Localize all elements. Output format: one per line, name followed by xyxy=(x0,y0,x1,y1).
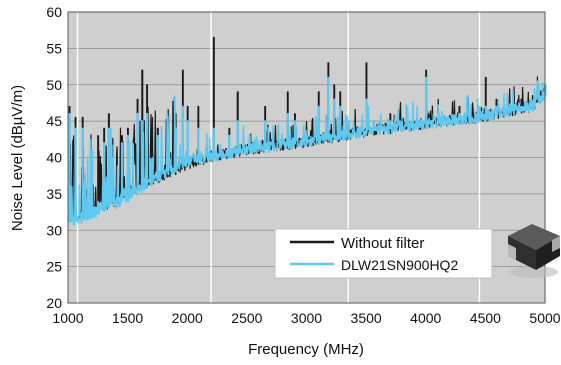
legend: Without filter DLW21SN900HQ2 xyxy=(274,228,493,279)
axes xyxy=(67,11,546,304)
x-tick-label: 4500 xyxy=(470,310,501,326)
legend-label-without-filter: Without filter xyxy=(341,235,424,252)
x-axis-title: Frequency (MHz) xyxy=(248,341,364,358)
chip-left-face xyxy=(508,236,536,270)
y-tick-label: 60 xyxy=(46,4,62,20)
x-tick-label: 2500 xyxy=(231,310,262,326)
x-tick-label: 1500 xyxy=(112,310,143,326)
y-tick-label: 40 xyxy=(46,150,62,166)
y-tick-label: 35 xyxy=(46,186,62,202)
y-tick-label: 30 xyxy=(46,222,62,238)
x-tick-label: 3000 xyxy=(291,310,322,326)
y-tick-label: 25 xyxy=(46,259,62,275)
chip-component-image xyxy=(508,224,560,278)
y-tick-label: 50 xyxy=(46,77,62,93)
chip-terminal-right xyxy=(552,236,560,252)
x-tick-labels: 1000 1500 2000 2500 3000 3500 4000 4500 5000 xyxy=(52,310,560,326)
x-tick-label: 4000 xyxy=(410,310,441,326)
chip-terminal-left xyxy=(508,244,516,260)
x-tick-label: 3500 xyxy=(351,310,382,326)
x-tick-label: 5000 xyxy=(529,310,560,326)
x-tick-label: 2000 xyxy=(172,310,203,326)
legend-label-dlw21sn900hq2: DLW21SN900HQ2 xyxy=(341,257,458,273)
chip-top-face xyxy=(508,224,560,250)
y-tick-labels: 20 25 30 35 40 45 50 55 60 xyxy=(46,4,62,311)
y-tick-label: 45 xyxy=(46,113,62,129)
y-tick-label: 20 xyxy=(46,295,62,311)
series-lines xyxy=(67,36,547,227)
chip-shadow xyxy=(510,266,558,278)
y-axis-title: Noise Level (dBµV/m) xyxy=(9,85,26,231)
legend-box xyxy=(274,228,493,279)
series-line-dlw21sn900hq2 xyxy=(67,76,547,227)
y-tick-label: 55 xyxy=(46,40,62,56)
plot-frame xyxy=(67,11,546,304)
x-tick-label: 1000 xyxy=(52,310,83,326)
